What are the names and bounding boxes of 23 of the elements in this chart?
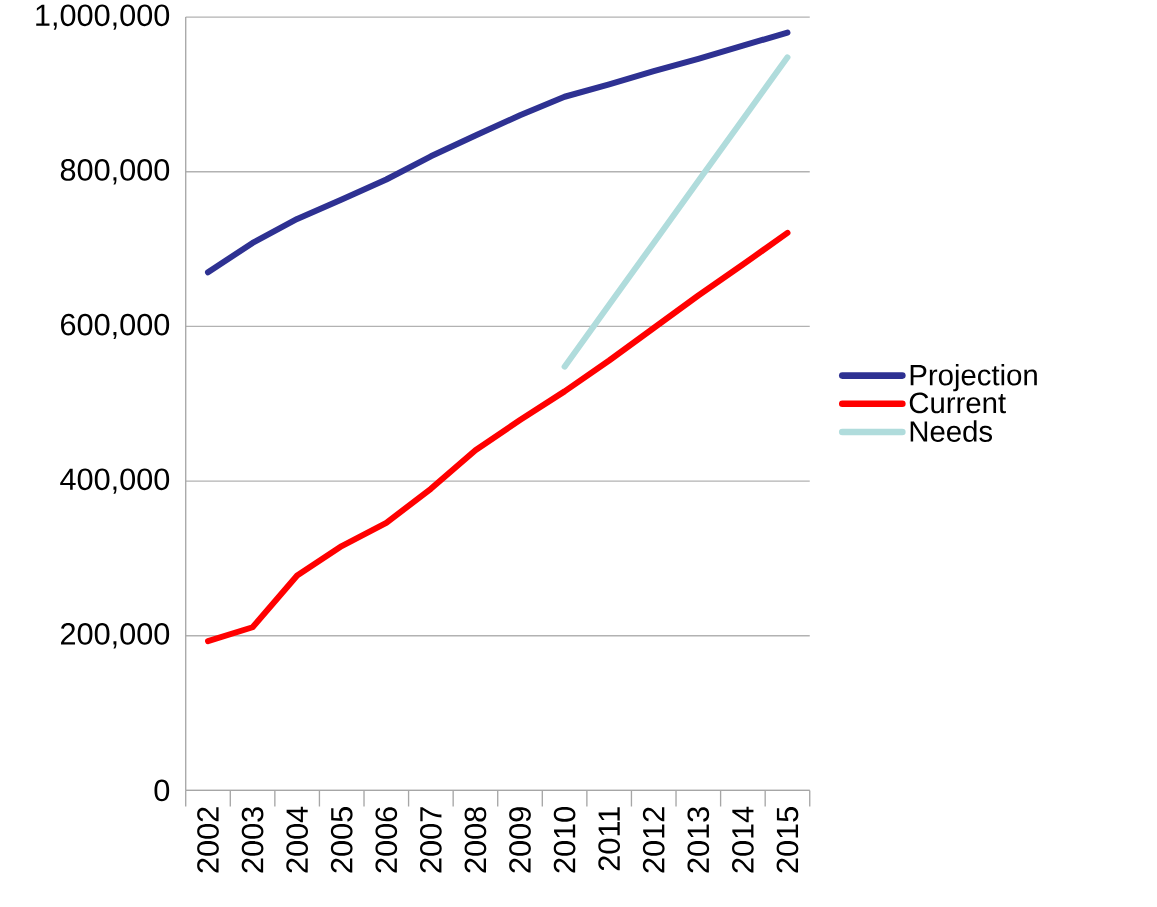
y-tick-label: 600,000 [61,313,170,339]
y-tick-label: 0 [154,779,170,802]
x-tick-label: 2010 [553,806,576,873]
x-tick-label: 2013 [687,806,710,873]
x-tick-label: 2003 [241,806,264,873]
y-tick-label: 400,000 [60,468,170,494]
y-tick-label: 800,000 [60,158,170,185]
x-tick-label: 2011 [598,807,621,870]
x-tick-label: 2007 [420,807,442,873]
y-tick-label: 200,000 [61,622,170,649]
x-tick-label: 2004 [286,806,308,873]
x-tick-label: 2005 [330,806,353,873]
y-tick-label: 1,000,000 [36,4,170,30]
x-tick-label: 2012 [642,807,665,873]
x-tick-label: 2014 [732,806,754,873]
x-tick-label: 2008 [464,806,487,873]
x-tick-label: 2006 [375,806,398,873]
legend-label: Projection [910,363,1037,392]
legend-label: Current [909,392,1006,414]
x-tick-label: 2002 [197,807,219,873]
legend-label: Needs [910,420,993,442]
x-tick-label: 2015 [776,806,799,873]
x-tick-label: 2009 [509,807,531,873]
